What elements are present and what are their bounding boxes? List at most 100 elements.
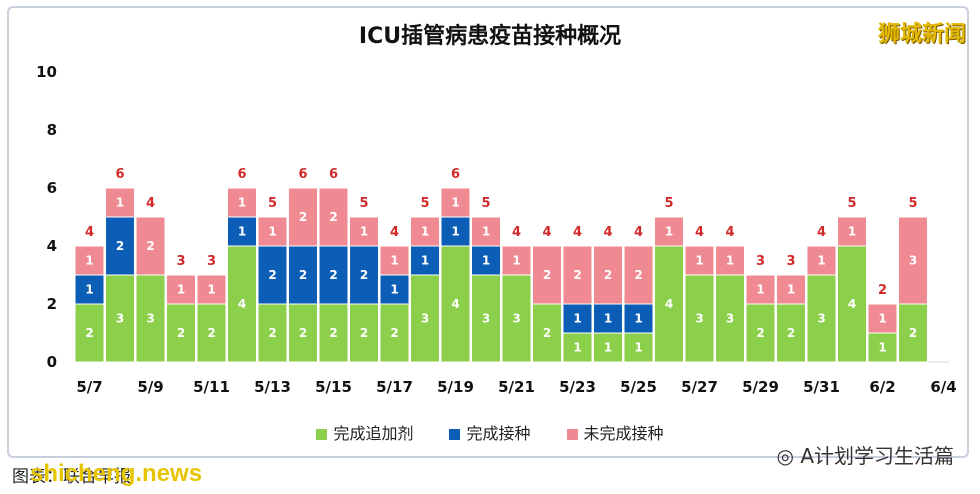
bar-segment [715, 274, 745, 363]
bar-segment-label: 1 [817, 254, 825, 268]
bar-segment-label: 2 [360, 268, 368, 282]
bar-segment [196, 274, 227, 305]
bar-segment-label: 3 [909, 254, 917, 268]
bar-total-label: 6 [115, 167, 124, 182]
x-tick-label: 6/4 [930, 378, 956, 396]
bar-segment [776, 303, 806, 363]
bar-segment [501, 245, 532, 276]
y-tick-label: 6 [47, 179, 57, 197]
bar-segment [74, 245, 105, 276]
bar-segment-label: 3 [695, 312, 703, 326]
bar-segment [227, 245, 257, 363]
bar-total-label: 5 [268, 196, 277, 211]
bar-total-label: 5 [847, 196, 856, 211]
bar-segment [776, 274, 806, 305]
bar-segment [288, 303, 318, 363]
bar-segment [410, 274, 440, 363]
bar-segment [623, 245, 654, 305]
bar-segment [257, 216, 288, 247]
bar-segment-label: 1 [878, 312, 886, 326]
x-tick-label: 5/29 [742, 378, 779, 396]
legend-item: 未完成接种 [566, 420, 664, 444]
bar-segment [257, 303, 288, 363]
bar-segment [257, 245, 288, 305]
chart-legend: 完成追加剂 完成接种 未完成接种 [0, 420, 980, 444]
bar-segment [105, 274, 135, 363]
y-tick-label: 8 [47, 121, 57, 139]
source-caption: 图表：联合早报 [12, 467, 131, 487]
bar-segment-label: 2 [299, 210, 307, 224]
bar-segment-label: 1 [787, 283, 795, 297]
bar-segment [867, 332, 898, 363]
bar-segment [440, 245, 471, 363]
legend-swatch [316, 429, 328, 440]
bar-segment-label: 1 [238, 225, 246, 239]
bar-segment-label: 3 [116, 312, 124, 326]
bar-segment-label: 1 [512, 254, 520, 268]
bar-segment-label: 2 [207, 326, 215, 340]
bar-segment [806, 245, 837, 276]
bar-segment [440, 216, 471, 247]
bar-segment-label: 1 [848, 225, 856, 239]
legend-label: 完成追加剂 [333, 424, 414, 443]
bar-segment-label: 1 [390, 254, 398, 268]
bar-segment [105, 216, 135, 276]
bar-segment-label: 2 [604, 268, 612, 282]
x-tick-label: 5/19 [437, 378, 474, 396]
bar-segment-label: 1 [238, 196, 246, 210]
legend-item: 完成接种 [449, 420, 531, 444]
bar-segment-label: 2 [146, 239, 154, 253]
bar-segment [227, 187, 257, 218]
bar-segment [562, 245, 593, 305]
bar-segment-label: 1 [726, 254, 734, 268]
x-tick-label: 5/23 [559, 378, 596, 396]
wechat-icon: ◎ [776, 444, 801, 468]
bar-total-label: 4 [725, 225, 734, 240]
bar-total-label: 6 [451, 167, 460, 182]
x-tick-label: 5/13 [254, 378, 291, 396]
bar-segment-label: 2 [116, 239, 124, 253]
bar-segment-label: 2 [268, 326, 276, 340]
bar-total-label: 4 [817, 225, 826, 240]
bar-segment [684, 245, 715, 276]
bar-segment-label: 2 [329, 210, 337, 224]
bar-segment-label: 3 [512, 312, 520, 326]
y-tick-label: 0 [47, 353, 57, 371]
x-tick-label: 5/15 [315, 378, 352, 396]
bar-segment-label: 2 [787, 326, 795, 340]
bar-segment [562, 303, 593, 334]
bar-segment [74, 303, 105, 363]
bar-segment [349, 216, 379, 247]
bar-segment-label: 4 [665, 297, 673, 311]
x-tick-label: 5/25 [620, 378, 657, 396]
bar-total-label: 5 [908, 196, 917, 211]
bar-total-label: 5 [420, 196, 429, 211]
x-tick-label: 5/17 [376, 378, 413, 396]
bar-segment-label: 3 [726, 312, 734, 326]
bar-segment [135, 274, 166, 363]
bar-segment-label: 1 [756, 283, 764, 297]
bar-total-label: 4 [146, 196, 155, 211]
x-tick-label: 6/2 [869, 378, 895, 396]
bar-segment-label: 1 [634, 341, 642, 355]
y-tick-label: 10 [36, 63, 57, 81]
bar-segment [166, 303, 196, 363]
bar-segment [684, 274, 715, 363]
bar-segment [898, 303, 928, 363]
bar-segment [440, 187, 471, 218]
bar-segment [837, 216, 867, 247]
bar-segment-label: 1 [878, 341, 886, 355]
bar-segment-label: 1 [116, 196, 124, 210]
bar-segment [196, 303, 227, 363]
bar-segment-label: 1 [85, 254, 93, 268]
bar-total-label: 4 [603, 225, 612, 240]
bar-segment-label: 3 [482, 312, 490, 326]
bar-total-label: 6 [237, 167, 246, 182]
bar-total-label: 2 [878, 283, 887, 298]
bar-segment [105, 187, 135, 218]
legend-label: 未完成接种 [583, 424, 664, 443]
bar-total-label: 4 [542, 225, 551, 240]
x-tick-label: 5/31 [803, 378, 840, 396]
bar-segment-label: 2 [543, 268, 551, 282]
